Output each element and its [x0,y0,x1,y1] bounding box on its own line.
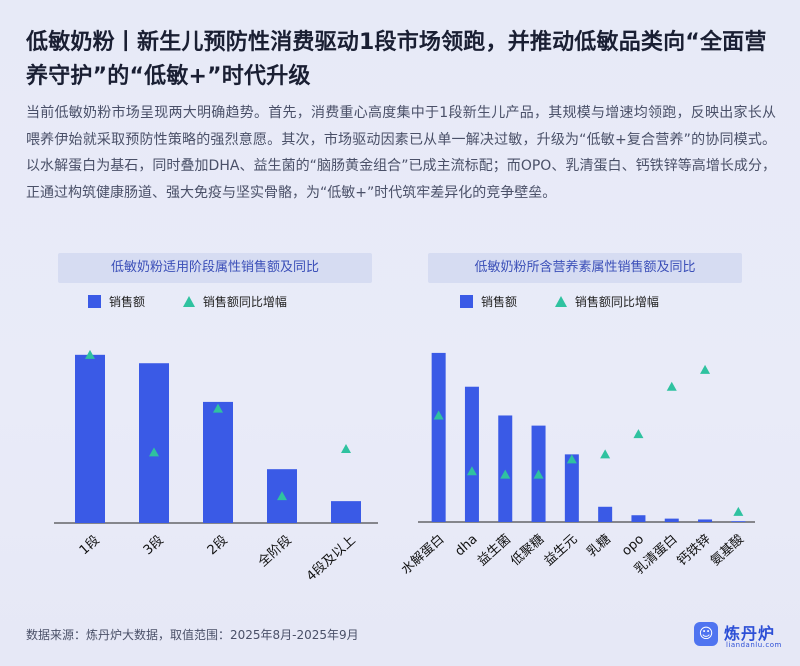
x-tick-label-4: 4段及以上 [304,533,359,584]
yoy-marker-8 [700,364,711,374]
chart-stage: 1段 3段 2段 全阶段 4段及以上 [54,349,378,584]
yoy-marker-0 [85,349,95,359]
legend-item-yoy: 销售额同比增幅 [554,294,659,310]
bar-5 [598,506,613,522]
bar-9 [731,521,746,522]
yoy-marker-7 [666,381,677,391]
legend-label-sales: 销售额 [481,295,518,309]
bar-4 [564,454,579,522]
yoy-marker-0 [433,410,444,420]
legend-item-sales: 销售额 [88,294,145,310]
x-tick-label-8: 钙铁锌 [675,532,714,569]
x-tick-label-4: 益生元 [541,532,580,569]
data-source-note: 数据来源：炼丹炉大数据，取值范围：2025年8月-2025年9月 [26,628,359,642]
yoy-marker-4 [566,454,577,464]
page-title: 低敏奶粉丨新生儿预防性消费驱动1段市场领跑，并推动低敏品类向“全面营养守护”的“… [26,30,767,89]
bar-1 [139,363,169,523]
bar-7 [664,518,679,522]
legend-item-sales: 销售额 [460,294,517,310]
bar-swatch-icon [88,295,101,308]
chart-nutrient-title: 低敏奶粉所含营养素属性销售额及同比 [428,253,742,283]
legend-label-sales: 销售额 [109,295,146,309]
bar-4 [331,501,361,523]
x-tick-label-1: dha [452,532,480,560]
x-tick-label-0: 1段 [77,533,103,558]
chat-bubble-icon: ☺ [694,622,718,646]
x-tick-label-2: 2段 [205,533,231,558]
triangle-marker-icon [182,296,195,307]
bar-2 [498,415,513,522]
x-tick-label-6: opo [619,532,647,559]
x-tick-label-3: 低聚糖 [508,531,548,569]
chart-stage-legend: 销售额 销售额同比增幅 [88,294,321,310]
x-tick-label-1: 3段 [141,533,167,558]
chart-stage-title: 低敏奶粉适用阶段属性销售额及同比 [58,253,372,283]
summary-paragraph: 当前低敏奶粉市场呈现两大明确趋势。首先，消费重心高度集中于1段新生儿产品，其规模… [26,105,776,201]
x-tick-label-0: 水解蛋白 [398,531,447,578]
bar-1 [464,386,479,522]
legend-item-yoy: 销售额同比增幅 [182,294,287,310]
bar-0 [431,352,446,522]
yoy-marker-1 [466,466,477,476]
triangle-marker-icon [554,296,567,307]
bar-0 [75,354,105,523]
yoy-marker-3 [277,491,287,501]
yoy-marker-6 [633,429,644,439]
brand-name: 炼丹炉 [724,624,776,643]
bar-2 [203,401,233,523]
brand-url: liandanlu.com [726,641,782,649]
yoy-marker-3 [533,469,544,479]
chart-nutrient-legend: 销售额 销售额同比增幅 [460,294,693,310]
x-tick-label-5: 乳糖 [584,531,614,560]
bar-6 [631,515,646,522]
legend-label-yoy: 销售额同比增幅 [574,295,659,309]
yoy-marker-2 [500,469,511,479]
yoy-marker-2 [213,403,223,413]
yoy-marker-9 [733,506,744,516]
yoy-marker-4 [341,444,351,453]
yoy-marker-1 [149,447,159,457]
x-tick-label-9: 氨基酸 [708,532,747,569]
bar-swatch-icon [460,295,473,308]
bar-8 [698,519,713,522]
yoy-marker-5 [600,449,611,459]
x-tick-label-3: 全阶段 [255,532,295,570]
x-tick-label-2: 益生菌 [475,532,514,569]
brand-logo: ☺ 炼丹炉 liandanlu.com [694,618,784,654]
legend-label-yoy: 销售额同比增幅 [202,295,287,309]
